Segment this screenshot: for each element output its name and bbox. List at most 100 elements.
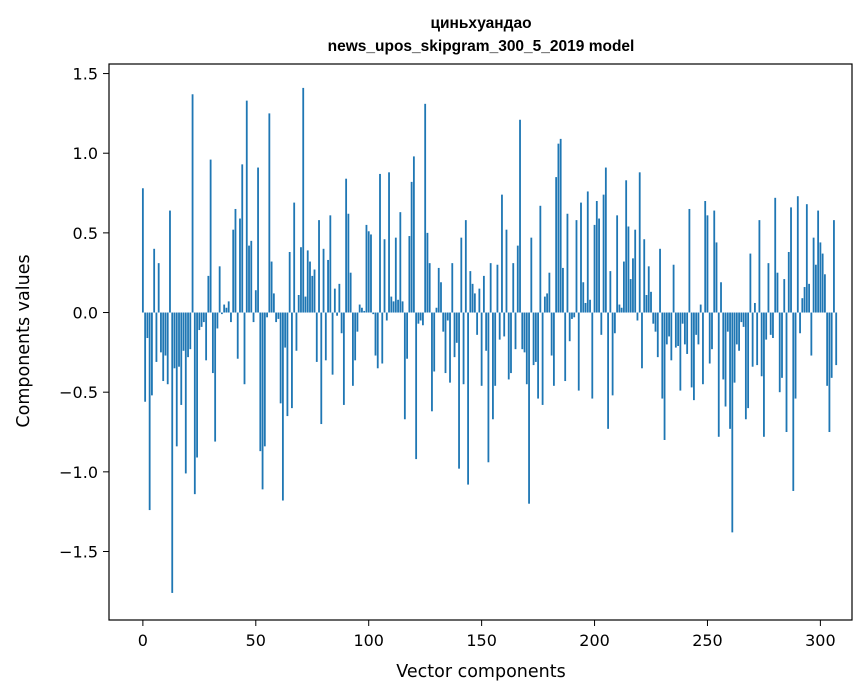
bar-component-26	[200, 312, 203, 327]
bar-component-47	[248, 245, 250, 313]
bar-component-75	[311, 275, 314, 313]
bar-component-0	[141, 188, 144, 313]
bar-component-145	[469, 271, 472, 313]
bar-component-101	[370, 234, 372, 313]
bar-component-199	[591, 312, 594, 399]
bar-component-209	[613, 312, 616, 334]
bar-component-143	[464, 220, 467, 313]
bar-component-214	[625, 180, 628, 313]
bar-component-233	[668, 312, 670, 337]
bar-component-278	[769, 312, 772, 335]
bar-component-239	[681, 312, 684, 324]
bar-component-17	[180, 312, 183, 405]
bar-component-202	[598, 218, 600, 313]
bar-component-224	[647, 266, 650, 313]
bar-component-265	[740, 312, 743, 323]
bar-component-48	[250, 240, 253, 313]
bar-component-37	[225, 307, 228, 313]
bar-component-168	[521, 312, 524, 350]
bar-component-131	[437, 267, 440, 313]
bar-component-222	[643, 239, 646, 313]
y-axis-ticks: −1.5 −1.0 −0.5 0.0 0.5 1.0 1.5	[59, 65, 109, 561]
bar-component-178	[543, 296, 546, 313]
bar-component-78	[318, 220, 320, 313]
bar-component-211	[618, 304, 621, 313]
bar-component-50	[254, 290, 257, 313]
chart-title: циньхуандао	[430, 15, 531, 32]
bar-component-271	[753, 302, 756, 313]
bar-component-12	[169, 210, 171, 313]
bar-component-280	[774, 197, 777, 313]
bar-component-240	[683, 312, 686, 345]
bar-component-80	[322, 248, 325, 313]
bar-component-28	[205, 312, 208, 361]
bar-component-54	[263, 312, 266, 447]
bar-component-293	[803, 287, 806, 313]
bar-component-215	[627, 226, 630, 313]
bar-component-301	[821, 253, 824, 313]
bar-component-219	[636, 312, 639, 321]
bar-component-188	[566, 213, 569, 313]
bar-component-251	[708, 312, 711, 364]
bar-component-156	[494, 312, 497, 386]
bar-component-242	[688, 208, 691, 313]
bar-component-97	[361, 307, 363, 313]
bar-component-88	[340, 312, 343, 334]
bar-component-221	[641, 312, 643, 369]
bar-component-138	[453, 312, 456, 358]
bar-component-250	[706, 215, 709, 313]
bar-component-229	[659, 248, 661, 313]
bar-component-2	[146, 312, 149, 339]
x-tick-label: 100	[353, 631, 384, 650]
bar-component-61	[279, 312, 282, 404]
bar-component-243	[690, 312, 693, 388]
bar-component-163	[510, 312, 512, 374]
bar-component-256	[720, 282, 722, 313]
bar-component-276	[765, 312, 768, 340]
bar-component-307	[835, 312, 838, 366]
bar-component-169	[523, 312, 526, 353]
bar-component-11	[166, 312, 169, 385]
bar-component-6	[155, 312, 158, 362]
bar-component-95	[356, 312, 359, 332]
bar-component-204	[602, 194, 605, 313]
bar-component-183	[555, 177, 558, 313]
x-tick-label: 150	[466, 631, 497, 650]
bar-component-182	[552, 312, 555, 386]
bar-component-238	[679, 312, 682, 391]
bar-component-1	[144, 312, 147, 402]
bar-component-5	[153, 248, 156, 313]
bar-component-58	[272, 293, 275, 313]
bar-component-213	[623, 261, 625, 313]
bar-component-277	[767, 263, 770, 313]
bar-component-287	[790, 207, 792, 313]
bar-component-112	[394, 237, 397, 313]
bar-component-305	[830, 312, 833, 378]
bar-component-86	[336, 312, 338, 316]
bar-component-234	[670, 312, 673, 361]
bar-component-33	[216, 312, 219, 329]
y-tick-label: 0.0	[73, 304, 98, 323]
bar-component-20	[187, 312, 189, 358]
x-axis-ticks: 0 50 100 150 200 250 300	[138, 620, 836, 650]
bar-component-105	[379, 173, 381, 313]
bar-component-92	[349, 272, 352, 313]
bar-component-135	[446, 312, 449, 321]
bar-component-155	[492, 312, 494, 420]
bar-component-57	[270, 261, 273, 313]
bar-component-257	[722, 312, 725, 380]
bar-component-29	[207, 275, 210, 313]
bar-component-69	[297, 295, 300, 313]
bar-component-141	[460, 237, 463, 313]
bar-component-261	[731, 312, 734, 533]
bar-component-153	[487, 312, 490, 463]
bar-component-190	[571, 312, 573, 319]
bar-component-263	[735, 312, 738, 345]
bar-component-266	[742, 312, 745, 327]
bar-component-63	[284, 312, 287, 348]
bar-component-286	[787, 251, 790, 313]
bar-component-16	[178, 312, 180, 367]
bar-component-217	[632, 258, 634, 313]
bar-component-99	[365, 224, 368, 313]
bar-component-140	[458, 312, 460, 469]
